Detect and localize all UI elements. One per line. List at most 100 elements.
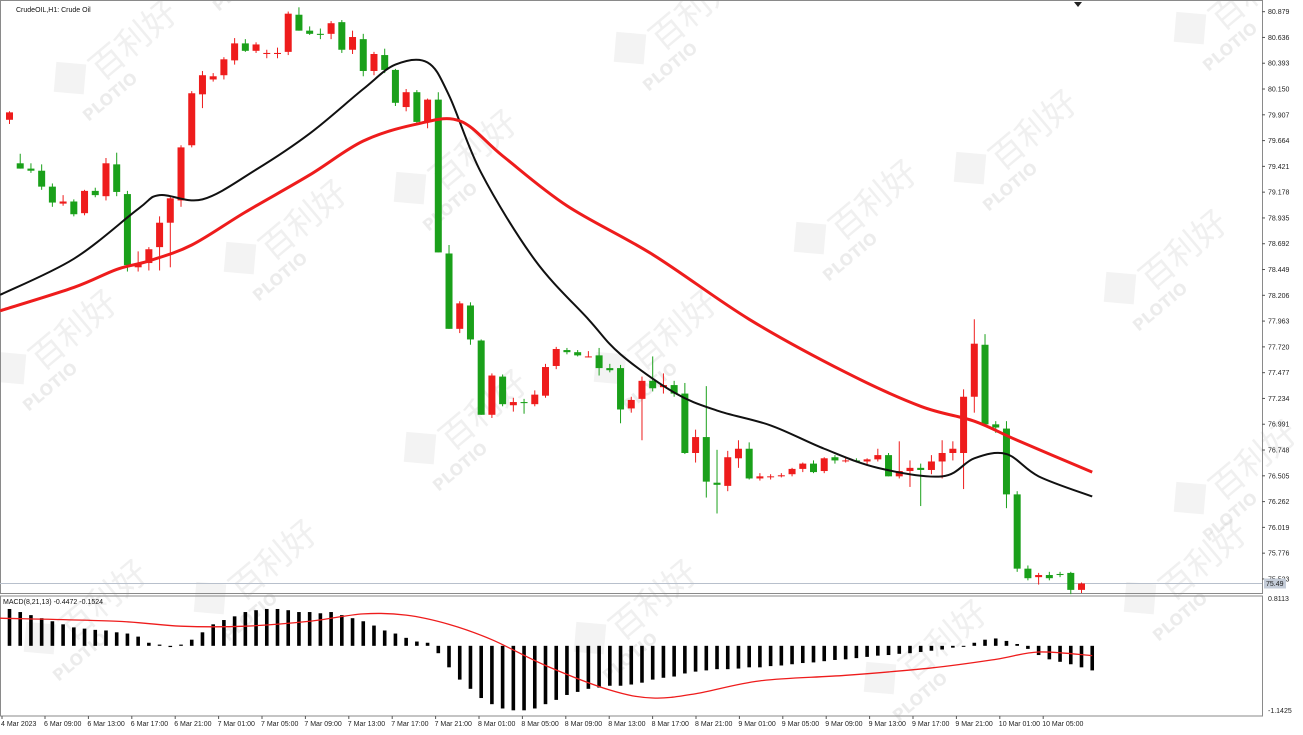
candle	[595, 347, 603, 376]
candle-body	[595, 355, 603, 369]
candle-body	[531, 394, 539, 405]
candle	[413, 90, 421, 126]
macd-bar	[972, 642, 977, 646]
candle	[820, 457, 828, 474]
price-tick-label: 78.692	[1268, 241, 1290, 248]
macd-bar	[147, 642, 151, 646]
candle-body	[810, 463, 817, 473]
candle-body	[145, 249, 153, 264]
macd-pane[interactable]	[0, 595, 1263, 717]
time-tick-label: 9 Mar 21:00	[955, 721, 992, 728]
candle-body	[6, 112, 13, 120]
candle	[981, 334, 989, 425]
time-tick-label: 9 Mar 01:00	[738, 721, 775, 728]
macd-bar	[297, 612, 301, 646]
candle	[402, 89, 410, 112]
candle	[1035, 572, 1043, 585]
candle-body	[91, 190, 99, 196]
macd-bar	[254, 610, 258, 646]
candle-body	[59, 201, 67, 204]
candle-body	[584, 356, 592, 358]
candle	[777, 473, 785, 478]
candle-body	[734, 448, 742, 459]
macd-bar	[72, 627, 76, 646]
candle	[745, 442, 753, 480]
macd-bar	[307, 612, 312, 646]
candle-body	[981, 344, 989, 425]
candle-body	[895, 471, 903, 477]
candle	[391, 68, 399, 106]
macd-bar	[843, 645, 848, 660]
candle	[274, 47, 281, 59]
macd-bar	[918, 645, 923, 652]
macd-bar	[275, 608, 280, 646]
macd-bar	[822, 645, 827, 662]
candle	[938, 440, 946, 479]
time-tick-label: 6 Mar 21:00	[174, 721, 211, 728]
macd-bar	[747, 645, 751, 668]
macd-bar	[1026, 645, 1030, 649]
candle-body	[874, 455, 882, 460]
candle	[692, 429, 700, 463]
candle-body	[295, 14, 303, 31]
macd-bar	[415, 641, 419, 646]
macd-bar	[779, 645, 784, 666]
candle	[316, 28, 324, 40]
candle-body	[113, 164, 121, 192]
price-pane[interactable]	[0, 0, 1263, 594]
macd-bar	[18, 612, 23, 646]
candle-body	[649, 380, 657, 389]
candle	[209, 73, 217, 82]
macd-tick-label: 0.8113	[1268, 596, 1289, 603]
candle-body	[799, 463, 807, 469]
candle-body	[284, 13, 292, 52]
candle	[1013, 491, 1021, 572]
macd-bar	[704, 645, 709, 671]
price-tick-label: 78.935	[1268, 215, 1290, 222]
macd-bar	[286, 610, 291, 646]
time-tick-label: 7 Mar 09:00	[304, 721, 341, 728]
candle	[681, 382, 689, 455]
macd-bar	[865, 645, 869, 657]
candle	[810, 460, 817, 474]
macd-bar	[725, 645, 730, 670]
candle-body	[488, 375, 496, 415]
candle-body	[263, 52, 271, 54]
macd-bar	[350, 618, 355, 646]
macd-bar	[232, 616, 237, 646]
candle-body	[434, 99, 442, 253]
shift-marker-icon[interactable]	[1074, 2, 1082, 7]
candle-body	[617, 368, 625, 410]
symbol-label: CrudeOIL,H1: Crude Oil	[16, 7, 91, 14]
candle	[306, 26, 314, 35]
candle	[1078, 582, 1085, 594]
macd-bar	[768, 645, 773, 667]
macd-bar	[490, 645, 494, 705]
macd-bar	[993, 638, 998, 646]
candle	[445, 245, 453, 329]
time-tick-label: 6 Mar 13:00	[87, 721, 124, 728]
candle	[1045, 571, 1053, 581]
candle-body	[123, 194, 131, 266]
candle-body	[777, 475, 785, 477]
candle	[734, 440, 742, 468]
candle-body	[670, 385, 678, 394]
macd-bar	[447, 645, 451, 668]
candle	[295, 7, 303, 31]
candle-body	[638, 380, 646, 399]
candle	[724, 450, 732, 492]
candle-body	[16, 163, 24, 169]
time-tick-label: 9 Mar 17:00	[912, 721, 949, 728]
macd-bar	[597, 645, 601, 688]
candle	[970, 319, 978, 413]
price-tick-label: 75.776	[1268, 551, 1290, 558]
macd-bar	[404, 637, 408, 646]
candle	[113, 152, 121, 197]
macd-bar	[372, 625, 376, 646]
candle-body	[424, 99, 432, 122]
macd-bar	[833, 645, 837, 660]
time-tick-label: 7 Mar 17:00	[391, 721, 428, 728]
time-tick-label: 10 Mar 01:00	[999, 721, 1040, 728]
candle	[456, 301, 464, 334]
macd-bar	[951, 645, 955, 648]
